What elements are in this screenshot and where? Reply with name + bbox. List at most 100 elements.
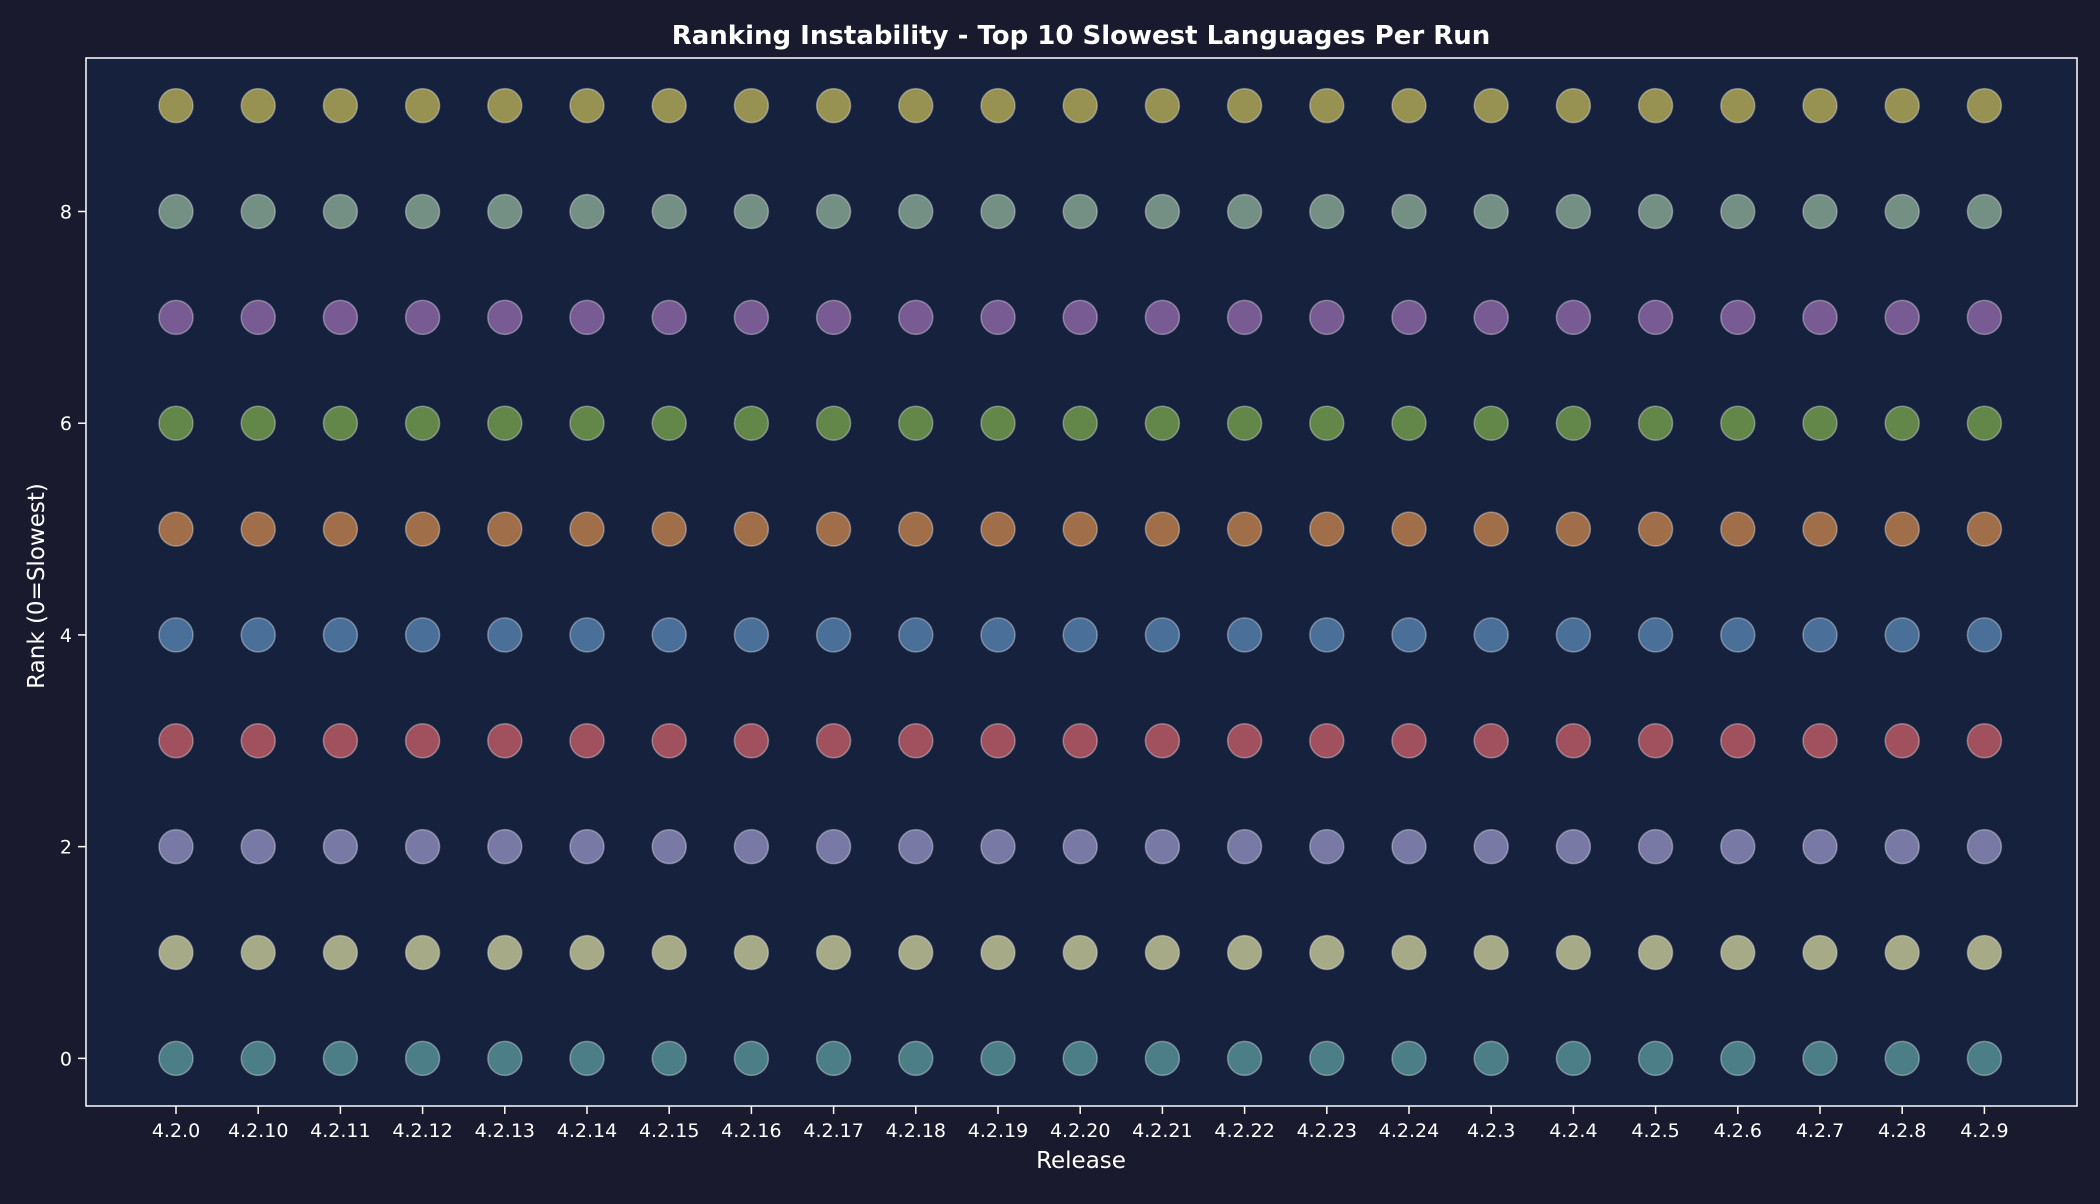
data-point [404, 934, 441, 971]
data-point [980, 193, 1016, 230]
x-tick-label: 4.2.21 [1132, 1120, 1192, 1142]
data-point [898, 1040, 934, 1077]
data-point [404, 828, 441, 865]
data-point [569, 511, 605, 547]
data-point [1226, 405, 1263, 441]
data-point [1226, 1040, 1263, 1077]
data-point [898, 934, 934, 971]
data-point [1226, 828, 1263, 865]
data-point [1309, 511, 1345, 547]
data-point [1144, 87, 1181, 124]
data-point [1884, 87, 1920, 124]
plot-area [86, 58, 2077, 1106]
data-point [1391, 511, 1427, 547]
data-point [1226, 193, 1263, 230]
data-point [733, 1040, 770, 1077]
data-point [158, 511, 194, 547]
data-point [158, 617, 194, 653]
data-point [487, 299, 523, 336]
data-point [158, 723, 194, 759]
data-point [1720, 299, 1756, 336]
data-point [322, 934, 359, 971]
data-point [240, 934, 276, 971]
data-point [1884, 511, 1920, 547]
data-point [1309, 934, 1345, 971]
data-point [733, 723, 770, 759]
data-point [1391, 1040, 1427, 1077]
data-point [1062, 828, 1098, 865]
data-point [1309, 617, 1345, 653]
data-point [815, 511, 852, 547]
data-point [1802, 87, 1838, 124]
x-tick-label: 4.2.6 [1714, 1120, 1762, 1142]
data-point [1802, 1040, 1838, 1077]
data-point [487, 617, 523, 653]
data-point [240, 1040, 276, 1077]
data-point [1966, 934, 2003, 971]
x-tick-label: 4.2.10 [228, 1120, 288, 1142]
data-point [1720, 723, 1756, 759]
data-point [322, 1040, 359, 1077]
data-point [1884, 723, 1920, 759]
data-point [1473, 1040, 1509, 1077]
data-point [1473, 511, 1509, 547]
data-point [815, 1040, 852, 1077]
data-point [1391, 405, 1427, 441]
data-point [158, 405, 194, 441]
data-point [240, 723, 276, 759]
data-point [404, 1040, 441, 1077]
data-point [158, 1040, 194, 1077]
data-point [1144, 511, 1181, 547]
data-point [1637, 934, 1674, 971]
y-tick-label: 8 [60, 201, 72, 223]
data-point [1966, 723, 2003, 759]
data-point [1884, 934, 1920, 971]
data-point [733, 299, 770, 336]
data-point [1144, 299, 1181, 336]
data-point [487, 87, 523, 124]
data-point [815, 193, 852, 230]
data-point [158, 934, 194, 971]
data-point [1720, 828, 1756, 865]
data-point [158, 299, 194, 336]
data-point [1144, 193, 1181, 230]
data-point [1802, 723, 1838, 759]
data-point [651, 87, 687, 124]
data-point [569, 87, 605, 124]
data-point [980, 87, 1016, 124]
y-tick-label: 6 [60, 413, 72, 435]
data-point [322, 405, 359, 441]
data-point [815, 617, 852, 653]
x-tick-label: 4.2.18 [886, 1120, 946, 1142]
x-tick-label: 4.2.20 [1050, 1120, 1110, 1142]
data-point [404, 617, 441, 653]
data-point [1966, 828, 2003, 865]
data-point [1555, 617, 1592, 653]
data-point [1062, 1040, 1098, 1077]
data-point [1144, 934, 1181, 971]
data-point [240, 828, 276, 865]
data-point [1062, 299, 1098, 336]
data-point [651, 511, 687, 547]
data-point [815, 723, 852, 759]
x-tick-label: 4.2.24 [1379, 1120, 1439, 1142]
x-tick-label: 4.2.15 [639, 1120, 699, 1142]
x-tick-label: 4.2.11 [310, 1120, 370, 1142]
data-point [487, 511, 523, 547]
data-point [322, 723, 359, 759]
data-point [1062, 934, 1098, 971]
data-point [1966, 617, 2003, 653]
data-point [651, 934, 687, 971]
data-point [980, 617, 1016, 653]
data-point [1391, 934, 1427, 971]
data-point [1637, 617, 1674, 653]
data-point [1226, 299, 1263, 336]
data-point [898, 193, 934, 230]
data-point [1473, 405, 1509, 441]
x-tick-label: 4.2.7 [1796, 1120, 1844, 1142]
data-point [1884, 617, 1920, 653]
data-point [1802, 934, 1838, 971]
data-point [1226, 723, 1263, 759]
data-point [404, 511, 441, 547]
